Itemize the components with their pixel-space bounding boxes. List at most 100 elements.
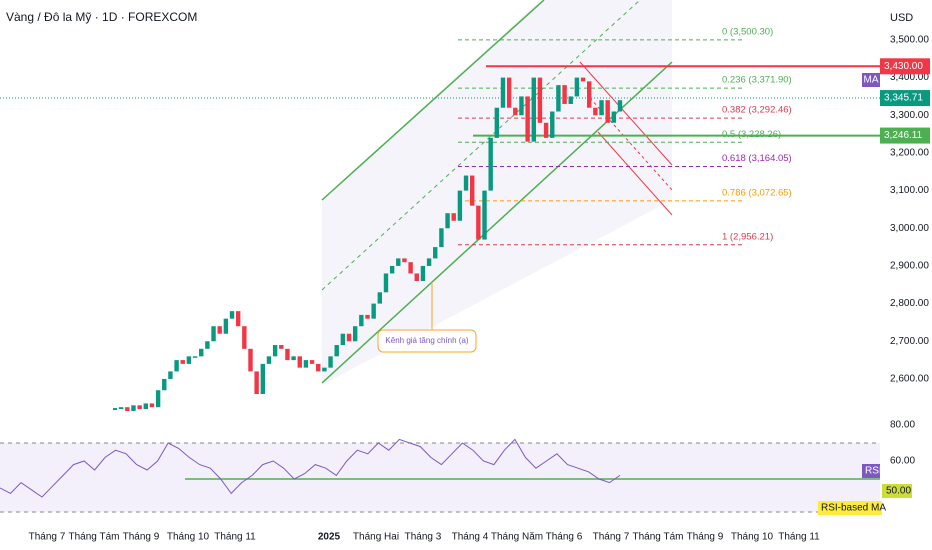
candle	[131, 405, 136, 411]
candle	[346, 333, 352, 342]
candle	[414, 273, 419, 282]
x-tick-label: Tháng 7	[593, 532, 630, 543]
candle	[426, 258, 432, 266]
rsi-level-badge	[882, 484, 912, 498]
candle	[525, 96, 530, 142]
candle	[199, 348, 204, 357]
rsi-tick-label: 60.00	[890, 456, 915, 467]
fib-label: 0.236 (3,371.90)	[722, 75, 792, 86]
candle	[500, 77, 506, 108]
candle	[420, 265, 426, 282]
candle	[316, 363, 321, 372]
candle	[352, 326, 358, 342]
candle	[469, 175, 475, 206]
candle	[494, 107, 500, 138]
rsi-tick-label: 80.00	[890, 420, 915, 431]
annotation-box	[377, 329, 477, 353]
ma-label: MA	[864, 75, 879, 86]
candle	[303, 360, 309, 368]
candle	[223, 318, 229, 334]
x-tick-label: Tháng 10	[731, 532, 774, 543]
candle	[285, 348, 290, 361]
candle	[599, 100, 604, 116]
rsi-badge	[862, 464, 880, 478]
x-tick-label: Tháng Tám	[69, 532, 120, 543]
y-tick-label: 3,400.00	[890, 72, 929, 83]
candle	[217, 326, 222, 334]
candle	[162, 378, 167, 391]
candle	[537, 77, 543, 123]
fib-label: 0.5 (3,228.26)	[722, 129, 781, 140]
y-tick-label: 3,300.00	[890, 110, 929, 121]
candle	[562, 85, 567, 104]
price-level-badge	[880, 127, 930, 144]
candle	[439, 228, 444, 248]
candle	[519, 96, 524, 116]
candle	[272, 345, 278, 357]
candle	[513, 107, 518, 116]
x-tick-label: Tháng 7	[29, 532, 66, 543]
y-tick-label: 2,600.00	[890, 374, 929, 385]
candle	[328, 356, 333, 368]
x-tick-label: Tháng Hai	[353, 532, 399, 543]
candle	[118, 407, 124, 410]
candle	[340, 333, 346, 346]
x-tick-label: Tháng 10	[167, 532, 210, 543]
candle	[186, 356, 192, 364]
annotation: Kênh giá tăng chính (a)	[385, 336, 469, 345]
candle	[580, 77, 586, 82]
candle	[137, 405, 142, 410]
fib-label: 0.382 (3,292.46)	[722, 105, 792, 116]
candle	[192, 356, 198, 358]
candle	[488, 137, 493, 191]
rsi-ma-name: RSI-based MA	[821, 503, 886, 514]
candle	[383, 273, 389, 293]
candle	[174, 360, 179, 372]
y-tick-label: 3,100.00	[890, 185, 929, 196]
candle	[229, 311, 235, 319]
fib-label: 0.786 (3,072.65)	[722, 187, 792, 198]
candle	[445, 213, 450, 229]
fib-label: 0 (3,500.30)	[722, 26, 773, 37]
x-tick-label: Tháng 4	[452, 532, 489, 543]
x-tick-label: Tháng Năm	[491, 532, 543, 543]
x-tick-label: Tháng Tám	[633, 532, 684, 543]
candle	[242, 326, 247, 349]
chart-title: Vàng / Đô la Mỹ · 1D · FOREXCOM	[6, 10, 197, 24]
candle	[260, 363, 266, 395]
candle	[550, 111, 555, 138]
candle	[113, 408, 117, 411]
channel-top	[321, 0, 545, 201]
candle	[334, 345, 339, 357]
candle	[482, 190, 487, 240]
x-tick-label: Tháng 9	[687, 532, 724, 543]
candle	[322, 367, 327, 372]
candle	[451, 213, 456, 221]
ma-badge	[862, 73, 880, 87]
candle	[556, 85, 561, 112]
down-channel	[597, 131, 673, 216]
candle	[266, 356, 272, 364]
candle	[574, 77, 580, 97]
candle	[359, 314, 364, 327]
candle	[235, 311, 241, 327]
candle	[476, 205, 481, 240]
candle	[463, 175, 469, 191]
candle	[205, 341, 210, 349]
y-tick-label: 3,200.00	[890, 148, 929, 159]
candle	[371, 303, 376, 319]
channel-shade	[322, 0, 672, 385]
down-channel	[579, 61, 673, 166]
y-tick-label: 2,700.00	[890, 336, 929, 347]
candle	[531, 77, 536, 142]
rsi-name: RSI	[865, 466, 882, 477]
price-level-label: 3,246.11	[884, 130, 923, 141]
candle	[408, 262, 413, 274]
rsi-level-label: 50.00	[886, 486, 911, 497]
y-tick-label: 2,900.00	[890, 261, 929, 272]
candle	[543, 122, 549, 138]
x-tick-label: Tháng 11	[778, 532, 820, 543]
candle	[611, 111, 617, 123]
